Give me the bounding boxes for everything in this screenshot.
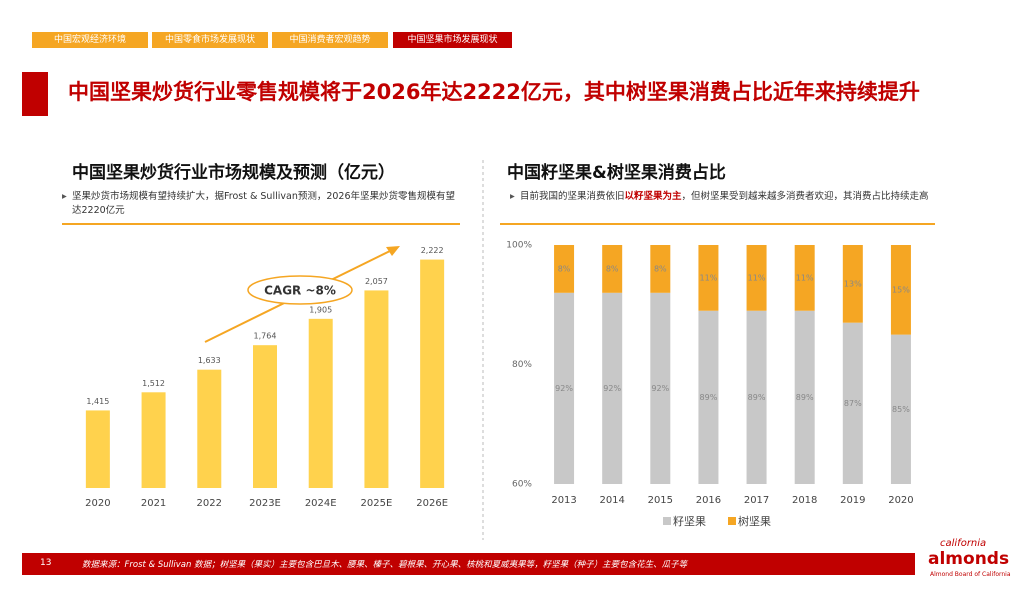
value-label: 11%: [700, 273, 718, 282]
x-tick-label: 2022: [197, 498, 222, 509]
bar-segment: [890, 334, 911, 484]
bar-segment: [842, 245, 863, 323]
x-tick-label: 2013: [551, 495, 576, 506]
bar: [253, 345, 277, 488]
bar-segment: [554, 245, 575, 293]
bar-segment: [650, 292, 671, 484]
value-label: 1,764: [254, 332, 277, 341]
bar-segment: [794, 310, 815, 484]
headline-bar: [22, 72, 48, 116]
bar: [308, 318, 333, 488]
value-label: 87%: [844, 399, 862, 408]
value-label: 89%: [700, 393, 718, 402]
value-label: 1,415: [86, 397, 109, 406]
bar-segment: [746, 310, 767, 484]
value-label: 15%: [892, 285, 910, 294]
tab[interactable]: 中国坚果市场发展现状: [393, 32, 512, 48]
legend-swatch: [728, 517, 736, 525]
x-tick-label: 2021: [141, 498, 166, 509]
x-tick-label: 2020: [888, 495, 913, 506]
x-tick-label: 2018: [792, 495, 817, 506]
chart-title: 中国籽坚果&树坚果消费占比: [507, 163, 726, 183]
x-tick-label: 2024E: [305, 498, 337, 509]
note-text: ，但树坚果受到越来越多消费者欢迎，其消费占比持续走高: [681, 191, 929, 202]
value-label: 1,512: [142, 379, 165, 388]
value-label: 2,057: [365, 277, 388, 286]
bar-segment: [602, 245, 623, 293]
value-label: 13%: [844, 279, 862, 288]
chart-title: 中国坚果炒货行业市场规模及预测（亿元）: [72, 163, 395, 183]
note: 目前我国的坚果消费依旧以籽坚果为主，但树坚果受到越来越多消费者欢迎，其消费占比持…: [510, 190, 935, 204]
arrow-head: [386, 246, 400, 256]
note-text: 目前我国的坚果消费依旧: [520, 191, 625, 202]
value-label: 8%: [606, 264, 619, 273]
logo-top: california: [940, 538, 987, 549]
bar-segment: [602, 292, 623, 484]
x-tick-label: 2026E: [416, 498, 448, 509]
logo-main: almonds: [928, 549, 1010, 569]
x-tick-label: 2025E: [361, 498, 393, 509]
source: 数据来源：Frost & Sullivan 数据；树坚果（果实）主要包含巴旦木、…: [82, 560, 688, 570]
x-tick-label: 2017: [744, 495, 769, 506]
bar-segment: [890, 245, 911, 335]
legend-swatch: [663, 517, 671, 525]
bar-segment: [842, 322, 863, 484]
bar: [197, 369, 222, 488]
value-label: 92%: [555, 384, 573, 393]
tab[interactable]: 中国零食市场发展现状: [152, 32, 268, 48]
bar-segment: [650, 245, 671, 293]
annotation: CAGR ~8%: [264, 284, 336, 298]
x-tick-label: 2015: [648, 495, 673, 506]
y-tick-label: 60%: [512, 480, 532, 490]
x-tick-label: 2016: [696, 495, 721, 506]
bar: [364, 290, 389, 488]
bar-segment: [554, 292, 575, 484]
tab[interactable]: 中国消费者宏观趋势: [272, 32, 388, 48]
x-tick-label: 2014: [599, 495, 624, 506]
legend-label: 籽坚果: [673, 515, 706, 528]
bar: [141, 392, 166, 488]
note-highlight: 以籽坚果为主: [624, 191, 682, 202]
bar-segment: [746, 245, 767, 311]
value-label: 92%: [651, 384, 669, 393]
legend-label: 树坚果: [738, 514, 771, 528]
bar: [85, 410, 110, 488]
value-label: 85%: [892, 405, 910, 414]
bar-segment: [698, 310, 719, 484]
bar: [420, 259, 445, 488]
bar-segment: [698, 245, 719, 311]
headline: 中国坚果炒货行业零售规模将于2026年达2222亿元，其中树坚果消费占比近年来持…: [68, 80, 920, 104]
footer-bar: [22, 553, 915, 575]
value-label: 2,222: [421, 246, 444, 255]
tab[interactable]: 中国宏观经济环境: [32, 32, 148, 48]
note: 坚果炒货市场规模有望持续扩大，据Frost & Sullivan预测，2026年…: [62, 190, 457, 218]
x-tick-label: 2020: [85, 498, 110, 509]
y-tick-label: 100%: [506, 241, 532, 251]
value-label: 8%: [654, 264, 667, 273]
page-number: 13: [40, 558, 52, 568]
bar-segment: [794, 245, 815, 311]
value-label: 1,633: [198, 356, 221, 365]
cagr-ellipse: [247, 275, 353, 305]
value-label: 1,905: [309, 305, 332, 314]
value-label: 89%: [796, 393, 814, 402]
value-label: 8%: [558, 264, 571, 273]
logo-sub: Almond Board of California: [930, 571, 1011, 578]
value-label: 89%: [748, 393, 766, 402]
x-tick-label: 2023E: [249, 498, 281, 509]
value-label: 92%: [603, 384, 621, 393]
x-tick-label: 2019: [840, 495, 865, 506]
y-tick-label: 80%: [512, 360, 532, 370]
value-label: 11%: [796, 273, 814, 282]
value-label: 11%: [748, 273, 766, 282]
